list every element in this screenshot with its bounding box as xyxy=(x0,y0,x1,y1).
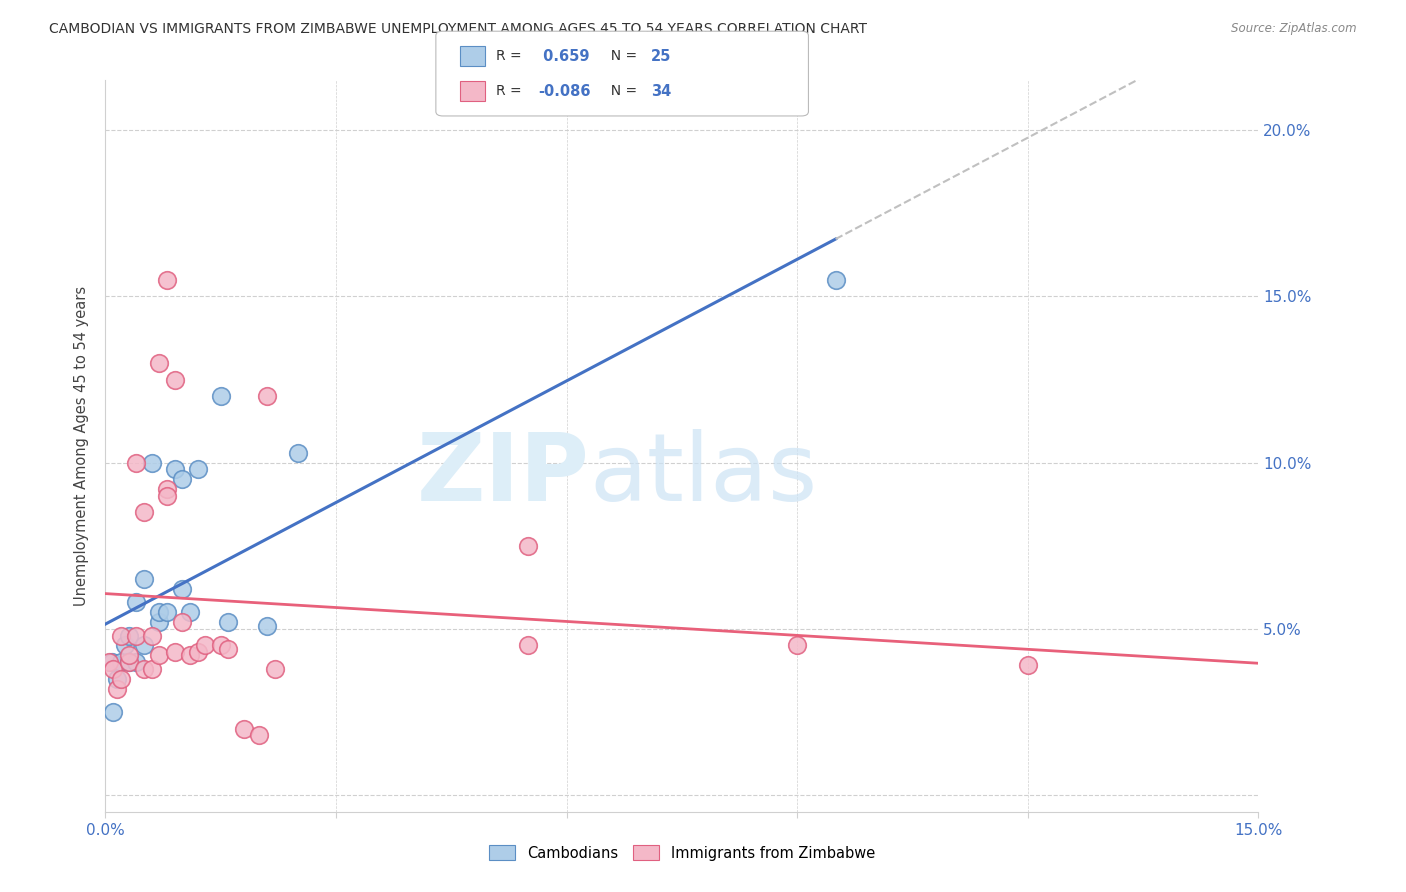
Point xyxy=(141,662,163,676)
Text: ZIP: ZIP xyxy=(416,429,589,521)
Point xyxy=(187,462,209,476)
Point xyxy=(114,639,136,653)
Point xyxy=(148,615,170,630)
Text: R =: R = xyxy=(496,49,526,63)
Point xyxy=(163,645,186,659)
Text: 0.659: 0.659 xyxy=(538,49,591,63)
Point xyxy=(256,618,278,632)
Point xyxy=(824,273,846,287)
Point xyxy=(786,639,808,653)
Point xyxy=(125,628,148,642)
Text: N =: N = xyxy=(602,84,641,98)
Legend: Cambodians, Immigrants from Zimbabwe: Cambodians, Immigrants from Zimbabwe xyxy=(484,839,880,867)
Text: 34: 34 xyxy=(651,84,671,98)
Point xyxy=(1017,658,1039,673)
Text: Source: ZipAtlas.com: Source: ZipAtlas.com xyxy=(1232,22,1357,36)
Point xyxy=(141,628,163,642)
Point xyxy=(148,648,170,663)
Point xyxy=(132,662,155,676)
Point xyxy=(163,372,186,386)
Point xyxy=(187,645,209,659)
Point xyxy=(125,655,148,669)
Point xyxy=(117,655,139,669)
Text: 25: 25 xyxy=(651,49,671,63)
Point xyxy=(172,615,194,630)
Point xyxy=(125,456,148,470)
Point xyxy=(105,672,128,686)
Point xyxy=(179,648,201,663)
Text: atlas: atlas xyxy=(589,429,818,521)
Point xyxy=(148,605,170,619)
Point xyxy=(100,655,122,669)
Point xyxy=(287,445,309,459)
Point xyxy=(156,273,179,287)
Y-axis label: Unemployment Among Ages 45 to 54 years: Unemployment Among Ages 45 to 54 years xyxy=(75,286,90,606)
Point xyxy=(263,662,285,676)
Point xyxy=(105,681,128,696)
Point xyxy=(117,628,139,642)
Point xyxy=(247,728,270,742)
Point xyxy=(156,482,179,496)
Point xyxy=(101,662,124,676)
Text: N =: N = xyxy=(602,49,641,63)
Point xyxy=(125,595,148,609)
Text: R =: R = xyxy=(496,84,526,98)
Point xyxy=(156,489,179,503)
Point xyxy=(194,639,217,653)
Text: CAMBODIAN VS IMMIGRANTS FROM ZIMBABWE UNEMPLOYMENT AMONG AGES 45 TO 54 YEARS COR: CAMBODIAN VS IMMIGRANTS FROM ZIMBABWE UN… xyxy=(49,22,868,37)
Point xyxy=(156,605,179,619)
Point xyxy=(132,506,155,520)
Point xyxy=(110,628,132,642)
Point xyxy=(209,639,232,653)
Point xyxy=(132,572,155,586)
Point xyxy=(148,356,170,370)
Point xyxy=(217,641,239,656)
Text: 15.0%: 15.0% xyxy=(1234,823,1282,838)
Text: 0.0%: 0.0% xyxy=(86,823,125,838)
Point xyxy=(232,722,254,736)
Point xyxy=(163,462,186,476)
Text: -0.086: -0.086 xyxy=(538,84,591,98)
Point xyxy=(179,605,201,619)
Point xyxy=(256,389,278,403)
Point xyxy=(517,639,540,653)
Point xyxy=(172,472,194,486)
Point xyxy=(217,615,239,630)
Point xyxy=(117,655,139,669)
Point xyxy=(110,655,132,669)
Point xyxy=(98,655,121,669)
Point xyxy=(117,648,139,663)
Point xyxy=(172,582,194,596)
Point xyxy=(517,539,540,553)
Point xyxy=(209,389,232,403)
Point xyxy=(101,705,124,719)
Point xyxy=(141,456,163,470)
Point xyxy=(110,672,132,686)
Point xyxy=(132,639,155,653)
